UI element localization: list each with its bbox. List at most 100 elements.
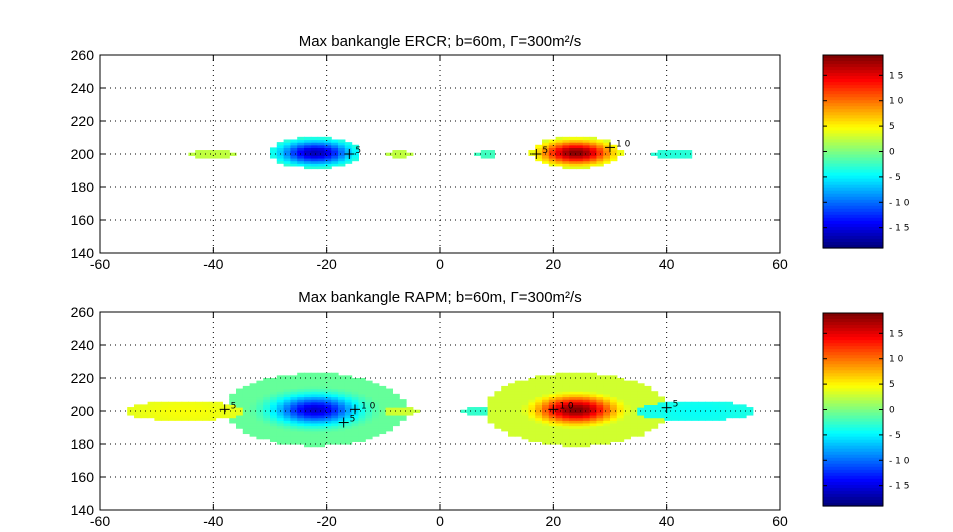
heatmap-cell bbox=[521, 380, 529, 384]
heatmap-cell bbox=[358, 417, 366, 421]
heatmap-cell bbox=[263, 391, 271, 395]
heatmap-cell bbox=[317, 436, 325, 440]
heatmap-cell bbox=[385, 404, 393, 408]
heatmap-cell bbox=[283, 401, 291, 405]
colorbar-swatch bbox=[823, 499, 883, 504]
heatmap-cell bbox=[344, 147, 353, 151]
heatmap-cell bbox=[623, 383, 631, 387]
heatmap-cell bbox=[317, 163, 325, 167]
heatmap-cell bbox=[399, 152, 407, 156]
heatmap-cell bbox=[671, 152, 679, 156]
heatmap-cell bbox=[276, 157, 285, 162]
x-tick-label: 40 bbox=[659, 513, 675, 529]
heatmap-cell bbox=[508, 385, 516, 390]
heatmap-cell bbox=[494, 391, 502, 395]
colorbar-swatch bbox=[823, 409, 883, 414]
heatmap-cell bbox=[582, 388, 591, 392]
heatmap-cell bbox=[324, 433, 332, 437]
heatmap-cell bbox=[630, 404, 638, 408]
heatmap-cell bbox=[644, 393, 652, 398]
heatmap-cell bbox=[623, 433, 631, 437]
heatmap-cell bbox=[229, 409, 237, 413]
x-tick-label: -20 bbox=[317, 256, 337, 272]
heatmap-cell bbox=[331, 430, 339, 435]
heatmap-cell bbox=[385, 428, 393, 432]
heatmap-cell bbox=[555, 157, 563, 162]
heatmap-cell bbox=[297, 142, 305, 146]
heatmap-cell bbox=[548, 142, 557, 146]
heatmap-cell bbox=[535, 393, 543, 398]
heatmap-cell bbox=[562, 409, 570, 413]
colorbar: 1 51 050- 5- 1 0- 1 5 bbox=[822, 54, 910, 249]
heatmap-cell bbox=[596, 155, 604, 159]
heatmap-cell bbox=[596, 139, 604, 143]
heatmap-cell bbox=[290, 417, 298, 421]
colorbar-swatch bbox=[823, 79, 883, 83]
heatmap-cell bbox=[582, 136, 591, 141]
heatmap-cell bbox=[256, 428, 264, 432]
heatmap-cell bbox=[365, 422, 373, 427]
heatmap-cell bbox=[304, 152, 312, 156]
heatmap-cell bbox=[569, 155, 577, 159]
heatmap-cell bbox=[134, 409, 142, 413]
heatmap-cell bbox=[324, 425, 332, 429]
colorbar-swatch bbox=[823, 175, 883, 180]
heatmap-cell bbox=[644, 399, 652, 403]
heatmap-cell bbox=[242, 393, 251, 398]
heatmap-cell bbox=[630, 420, 638, 424]
heatmap-cell bbox=[351, 157, 359, 162]
heatmap-cell bbox=[637, 396, 645, 400]
heatmap-cell bbox=[256, 385, 264, 390]
heatmap-cell bbox=[596, 438, 604, 442]
heatmap-cell bbox=[542, 399, 550, 403]
heatmap-cell bbox=[249, 401, 257, 405]
heatmap-cell bbox=[712, 401, 720, 405]
heatmap-cell bbox=[263, 412, 271, 416]
heatmap-cell bbox=[596, 436, 604, 440]
heatmap-cell bbox=[610, 152, 618, 156]
colorbar-swatch bbox=[823, 229, 883, 234]
heatmap-cell bbox=[555, 393, 563, 398]
heatmap-cell bbox=[548, 375, 557, 379]
heatmap-cell bbox=[494, 414, 502, 419]
heatmap-cell bbox=[603, 142, 611, 146]
heatmap-cell bbox=[630, 430, 638, 435]
heatmap-cell bbox=[283, 378, 291, 382]
heatmap-cell bbox=[555, 380, 563, 384]
heatmap-cell bbox=[603, 385, 611, 390]
heatmap-cell bbox=[671, 404, 679, 408]
heatmap-cell bbox=[630, 407, 638, 411]
colorbar-swatch bbox=[823, 430, 883, 435]
heatmap-cell bbox=[644, 401, 652, 405]
heatmap-cell bbox=[324, 136, 332, 141]
heatmap-cell bbox=[208, 404, 217, 408]
heatmap-cell bbox=[372, 428, 380, 432]
heatmap-cell bbox=[501, 428, 509, 432]
heatmap-cell bbox=[276, 396, 285, 400]
heatmap-cell bbox=[637, 393, 645, 398]
heatmap-cell bbox=[569, 385, 577, 390]
heatmap-cell bbox=[630, 396, 638, 400]
heatmap-cell bbox=[616, 414, 625, 419]
heatmap-cell bbox=[582, 150, 591, 154]
heatmap-cell bbox=[582, 375, 591, 379]
heatmap-cell bbox=[569, 433, 577, 437]
colorbar-swatch bbox=[823, 58, 883, 62]
heatmap-cell bbox=[310, 420, 319, 424]
heatmap-cell bbox=[487, 417, 495, 421]
heatmap-cell bbox=[650, 404, 659, 408]
heatmap-cell bbox=[208, 412, 217, 416]
colorbar-tick-label: - 1 0 bbox=[889, 198, 910, 208]
heatmap-cell bbox=[276, 388, 285, 392]
colorbar-swatch bbox=[823, 205, 883, 210]
heatmap-cell bbox=[630, 385, 638, 390]
heatmap-cell bbox=[338, 375, 346, 379]
heatmap-cell bbox=[616, 425, 625, 429]
heatmap-cell bbox=[623, 425, 631, 429]
heatmap-cell bbox=[154, 417, 162, 421]
heatmap-cell bbox=[576, 425, 584, 429]
heatmap-cell bbox=[521, 433, 529, 437]
heatmap-cell bbox=[596, 425, 604, 429]
heatmap-cell bbox=[236, 409, 244, 413]
heatmap-cell bbox=[630, 409, 638, 413]
